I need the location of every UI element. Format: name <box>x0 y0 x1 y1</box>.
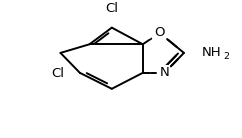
Text: Cl: Cl <box>105 2 118 15</box>
Text: O: O <box>154 26 165 39</box>
Text: 2: 2 <box>223 52 229 61</box>
Text: Cl: Cl <box>51 67 64 80</box>
Text: NH: NH <box>202 46 222 59</box>
Text: N: N <box>160 66 169 79</box>
Circle shape <box>146 26 173 40</box>
Circle shape <box>151 66 178 80</box>
